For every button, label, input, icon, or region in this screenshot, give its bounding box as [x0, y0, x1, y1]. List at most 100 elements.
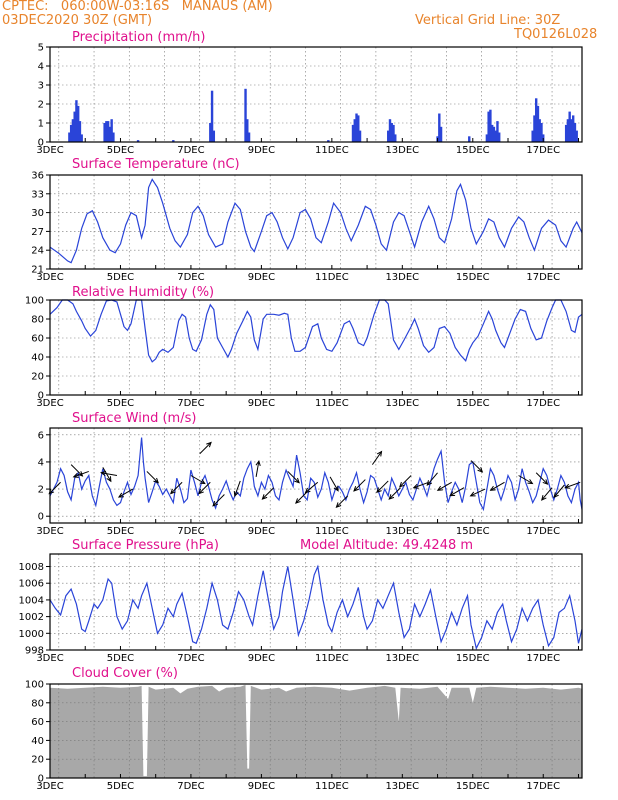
precipitation-bar: [106, 121, 110, 142]
wind-arrow-shaft: [376, 480, 389, 493]
precipitation-bar: [439, 126, 443, 142]
wind-arrow-head: [206, 441, 212, 448]
x-tick-label: 13DEC: [385, 145, 419, 156]
precipitation-bar: [498, 132, 501, 142]
panel-title: Surface Pressure (hPa): [72, 538, 219, 553]
precipitation-bar: [353, 119, 356, 142]
wind-arrow-shaft: [212, 494, 225, 507]
y-tick-label: 4: [38, 457, 44, 468]
precipitation-bar: [571, 115, 575, 142]
x-tick-label: 13DEC: [385, 272, 419, 283]
wind-arrow-head: [436, 485, 443, 491]
y-tick-label: 1008: [19, 562, 44, 573]
y-tick-label: 2: [38, 100, 44, 111]
wind-arrow-head: [117, 492, 124, 498]
x-tick-label: 3DEC: [36, 272, 63, 283]
wind-arrow-shaft: [329, 476, 339, 491]
y-tick-label: 20: [31, 755, 44, 766]
y-tick-label: 1004: [19, 595, 44, 606]
y-tick-label: 60: [31, 334, 44, 345]
wind-arrow-shaft: [305, 481, 319, 493]
precipitation-bar: [212, 130, 216, 142]
x-tick-label: 11DEC: [315, 398, 349, 409]
panel-frame: [49, 299, 583, 396]
x-tick-label: 7DEC: [177, 653, 204, 664]
x-tick-label: 9DEC: [248, 526, 275, 537]
wind-arrow-head: [489, 485, 496, 491]
y-tick-label: 100: [25, 296, 44, 307]
x-tick-label: 7DEC: [177, 272, 204, 283]
header-grid-info: Vertical Grid Line: 30Z: [415, 13, 561, 28]
wind-arrow-shaft: [255, 461, 260, 477]
wind-arrow-shaft: [535, 472, 548, 485]
wind-arrow-head: [553, 492, 559, 499]
x-tick-label: 11DEC: [315, 526, 349, 537]
precipitation-bar: [485, 134, 489, 142]
wind-arrow-head: [412, 483, 419, 489]
x-tick-label: 15DEC: [456, 272, 490, 283]
wind-arrow-shaft: [262, 487, 275, 500]
model-altitude-label: Model Altitude: 49.4248 m: [300, 538, 473, 553]
precipitation-bar: [136, 140, 140, 142]
y-tick-label: 0: [38, 391, 44, 402]
x-tick-label: 15DEC: [456, 145, 490, 156]
panel-title: Surface Wind (m/s): [72, 411, 196, 426]
header-location: CPTEC: 060:00W-03:16S MANAUS (AM): [2, 0, 273, 14]
precipitation-bar: [172, 140, 175, 142]
x-tick-label: 11DEC: [315, 145, 349, 156]
wind-arrow-shaft: [102, 467, 112, 482]
y-tick-label: 33: [31, 189, 44, 200]
wind-arrow-head: [199, 479, 206, 485]
precipitation-bar: [494, 130, 497, 142]
precipitation-bar: [394, 134, 397, 142]
precipitation-bar: [568, 111, 571, 142]
wind-arrow-shaft: [146, 471, 159, 484]
wind-arrow-head: [353, 485, 359, 492]
precipitation-bar: [76, 105, 80, 142]
series-line: [49, 564, 583, 651]
precipitation-bar: [244, 88, 247, 142]
cloud-cover-area: [50, 684, 582, 778]
panel-title: Relative Humidity (%): [72, 285, 214, 300]
wind-arrow-shaft: [353, 479, 366, 492]
y-tick-label: 27: [31, 227, 44, 238]
wind-arrow-head: [477, 466, 484, 473]
wind-arrow-head: [542, 479, 549, 485]
wind-arrow-shaft: [295, 491, 308, 504]
wind-arrow-head: [527, 479, 534, 485]
precipitation-bar: [358, 130, 362, 142]
precipitation-bar: [75, 100, 78, 142]
y-tick-label: 40: [31, 736, 44, 747]
y-tick-label: 60: [31, 717, 44, 728]
precipitation-bar: [573, 123, 577, 142]
wind-arrow-head: [294, 477, 300, 484]
wind-arrow-head: [106, 476, 112, 483]
wind-arrow-head: [261, 494, 268, 500]
y-tick-label: 5: [38, 43, 44, 54]
precipitation-bar: [247, 132, 251, 142]
panel-frame: [49, 46, 583, 143]
wind-arrow-shaft: [73, 470, 89, 478]
wind-arrow-head: [169, 488, 176, 495]
precipitation-bar: [538, 119, 541, 142]
x-tick-label: 13DEC: [385, 653, 419, 664]
x-tick-label: 7DEC: [177, 398, 204, 409]
x-tick-label: 17DEC: [526, 398, 560, 409]
x-tick-label: 5DEC: [107, 398, 134, 409]
wind-arrow-shaft: [470, 488, 486, 497]
x-tick-label: 7DEC: [177, 526, 204, 537]
x-tick-label: 5DEC: [107, 145, 134, 156]
precipitation-bar: [533, 115, 536, 142]
wind-arrow-shaft: [399, 475, 412, 488]
x-tick-label: 3DEC: [36, 526, 63, 537]
wind-arrow-shaft: [388, 487, 401, 500]
y-tick-label: 2: [38, 485, 44, 496]
precipitation-bar: [392, 124, 395, 142]
wind-arrow-shaft: [437, 481, 452, 491]
x-tick-label: 9DEC: [248, 781, 275, 792]
y-tick-label: 4: [38, 62, 44, 73]
precipitation-bar: [357, 115, 360, 142]
precipitation-bar: [73, 111, 76, 142]
precipitation-bar: [489, 109, 492, 142]
wind-arrow-shaft: [48, 481, 61, 494]
